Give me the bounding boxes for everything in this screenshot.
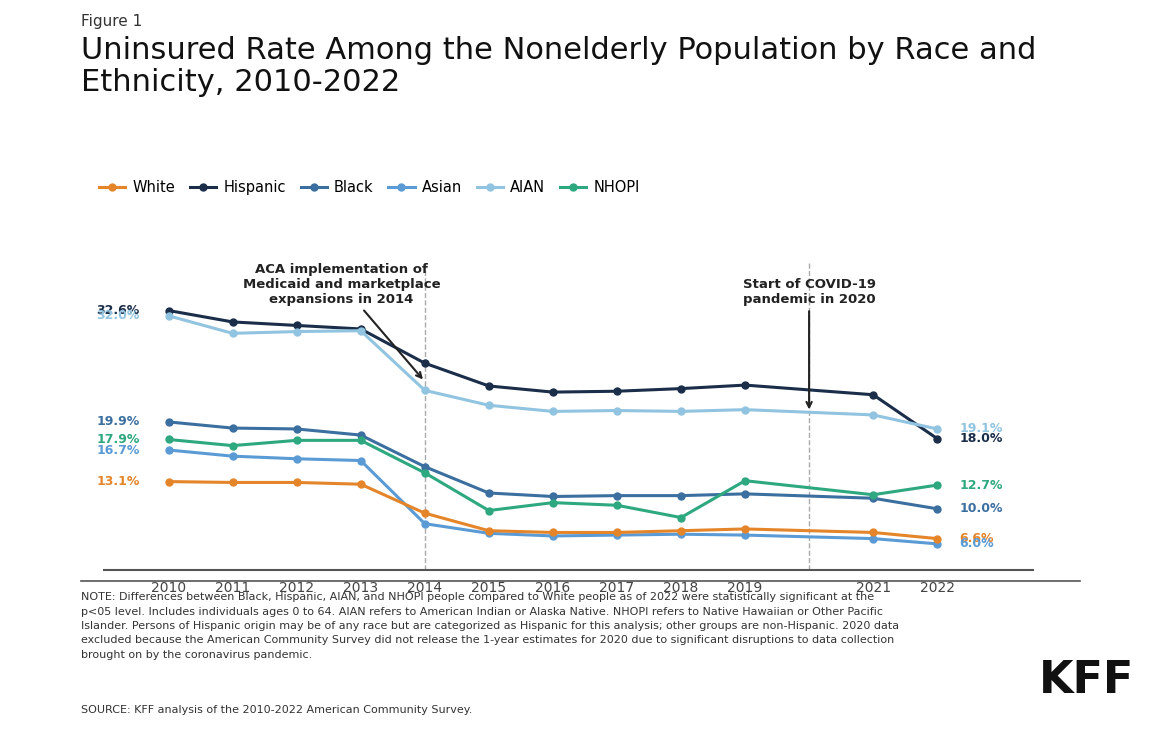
- Text: NOTE: Differences between Black, Hispanic, AIAN, and NHOPI people compared to Wh: NOTE: Differences between Black, Hispani…: [81, 592, 900, 659]
- Text: Figure 1: Figure 1: [81, 14, 143, 29]
- Text: 17.9%: 17.9%: [96, 433, 139, 446]
- Text: 19.9%: 19.9%: [96, 415, 139, 428]
- Text: ACA implementation of
Medicaid and marketplace
expansions in 2014: ACA implementation of Medicaid and marke…: [243, 262, 440, 378]
- Text: 16.7%: 16.7%: [96, 444, 139, 456]
- Text: 19.1%: 19.1%: [960, 423, 1003, 436]
- Text: 10.0%: 10.0%: [960, 502, 1003, 515]
- Text: 32.6%: 32.6%: [96, 304, 139, 317]
- Text: 12.7%: 12.7%: [960, 479, 1003, 491]
- Text: Uninsured Rate Among the Nonelderly Population by Race and
Ethnicity, 2010-2022: Uninsured Rate Among the Nonelderly Popu…: [81, 36, 1037, 97]
- Text: SOURCE: KFF analysis of the 2010-2022 American Community Survey.: SOURCE: KFF analysis of the 2010-2022 Am…: [81, 705, 473, 716]
- Text: 6.0%: 6.0%: [960, 537, 994, 550]
- Text: Start of COVID-19
pandemic in 2020: Start of COVID-19 pandemic in 2020: [743, 278, 875, 407]
- Legend: White, Hispanic, Black, Asian, AIAN, NHOPI: White, Hispanic, Black, Asian, AIAN, NHO…: [93, 174, 646, 200]
- Text: 13.1%: 13.1%: [96, 475, 139, 488]
- Text: 6.6%: 6.6%: [960, 532, 994, 545]
- Text: KFF: KFF: [1039, 659, 1134, 702]
- Text: 32.0%: 32.0%: [96, 309, 139, 322]
- Text: 18.0%: 18.0%: [960, 432, 1003, 445]
